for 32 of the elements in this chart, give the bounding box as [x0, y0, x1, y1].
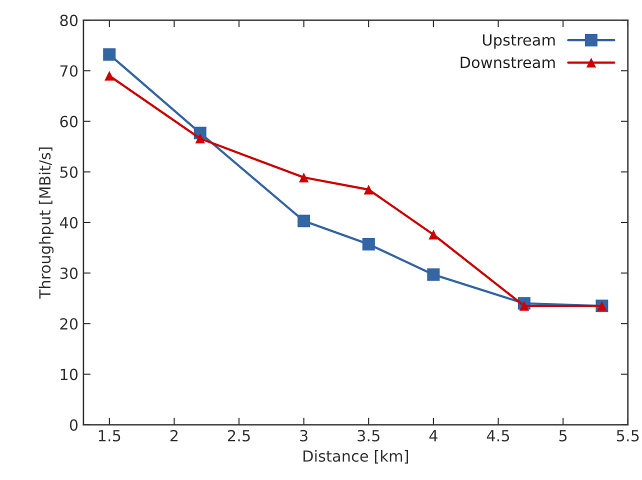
y-tick-label: 60: [60, 116, 78, 128]
x-tick-label: 4: [429, 430, 438, 442]
point: [195, 134, 205, 144]
x-tick-label: 2: [170, 430, 178, 442]
x-tick-label: 5: [559, 430, 567, 442]
legend-label: Downstream: [460, 56, 555, 68]
y-tick-label: 20: [60, 318, 78, 330]
x-tick-label: 1.5: [98, 430, 120, 442]
y-tick-label: 30: [60, 268, 78, 280]
y-tick-label: 50: [60, 166, 78, 178]
x-tick-label: 4.5: [486, 430, 510, 442]
point: [364, 184, 374, 194]
x-tick-label: 5.5: [616, 430, 639, 442]
y-tick-label: 70: [60, 65, 78, 77]
x-tick-label: 3: [300, 430, 308, 442]
x-axis-title: Distance [km]: [304, 450, 408, 464]
point: [519, 301, 530, 311]
point: [427, 268, 440, 281]
point: [103, 48, 116, 61]
y-axis-title: Throughput [MBit/s]: [38, 148, 54, 299]
y-tick-label: 80: [60, 14, 78, 26]
y-tick-label: 10: [60, 368, 78, 380]
legend-label: Upstream: [482, 34, 555, 49]
point: [298, 214, 310, 228]
point: [428, 230, 438, 240]
x-tick-label: 2.5: [228, 430, 250, 442]
point: [298, 172, 309, 182]
x-tick-label: 3.5: [358, 430, 380, 442]
point: [362, 238, 375, 250]
y-tick-label: 40: [60, 216, 78, 228]
point: [104, 70, 114, 81]
y-tick-label: 0: [70, 419, 78, 431]
